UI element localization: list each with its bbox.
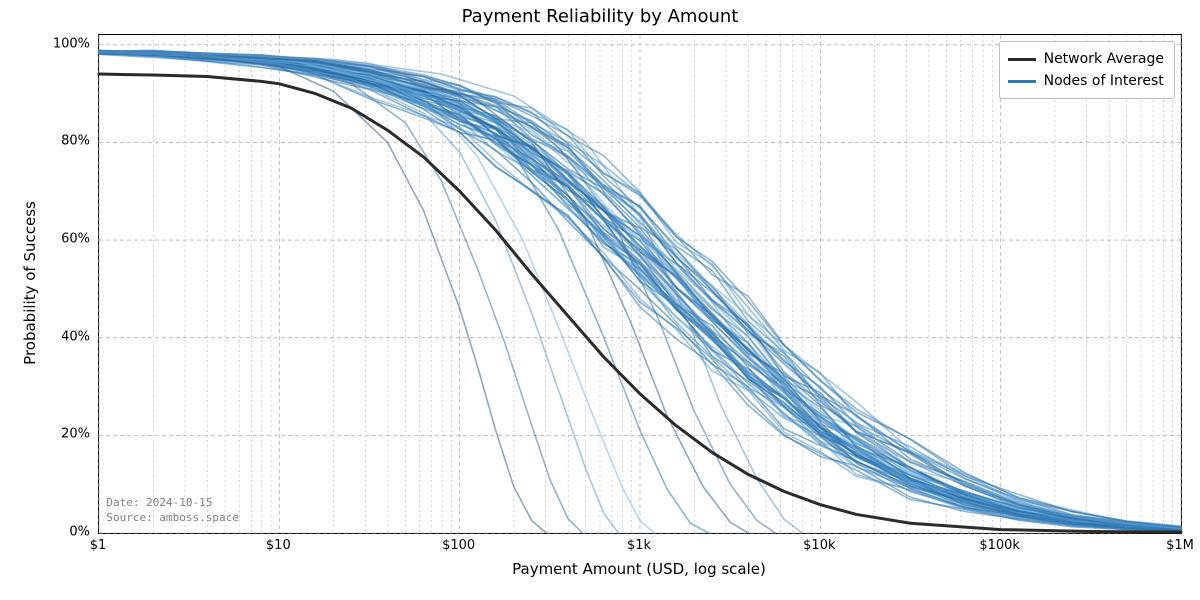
legend: Network Average Nodes of Interest (999, 41, 1175, 99)
y-tick-label: 0% (69, 525, 90, 540)
x-tick-label: $1k (627, 538, 651, 553)
y-tick-label: 40% (61, 329, 90, 344)
plot-area: Network Average Nodes of Interest Date: 2… (98, 34, 1182, 534)
x-tick-label: $100k (979, 538, 1020, 553)
chart-title: Payment Reliability by Amount (0, 6, 1200, 27)
y-tick-label: 20% (61, 427, 90, 442)
plot-svg (99, 35, 1181, 533)
annotation-text: Date: 2024-10-15 Source: amboss.space (106, 496, 238, 526)
legend-swatch (1008, 80, 1036, 83)
legend-label: Nodes of Interest (1044, 73, 1164, 89)
x-tick-label: $10 (266, 538, 291, 553)
legend-item: Nodes of Interest (1008, 70, 1164, 92)
figure: Payment Reliability by Amount Network Av… (0, 0, 1200, 600)
y-tick-label: 80% (61, 134, 90, 149)
legend-label: Network Average (1044, 51, 1164, 67)
x-axis-label: Payment Amount (USD, log scale) (512, 560, 766, 578)
x-tick-label: $100 (442, 538, 475, 553)
x-tick-label: $1M (1166, 538, 1194, 553)
y-tick-label: 100% (53, 36, 90, 51)
x-tick-label: $10k (803, 538, 835, 553)
legend-swatch (1008, 58, 1036, 61)
y-axis-label: Probability of Success (21, 201, 39, 365)
x-tick-label: $1 (90, 538, 107, 553)
y-tick-label: 60% (61, 232, 90, 247)
legend-item: Network Average (1008, 48, 1164, 70)
